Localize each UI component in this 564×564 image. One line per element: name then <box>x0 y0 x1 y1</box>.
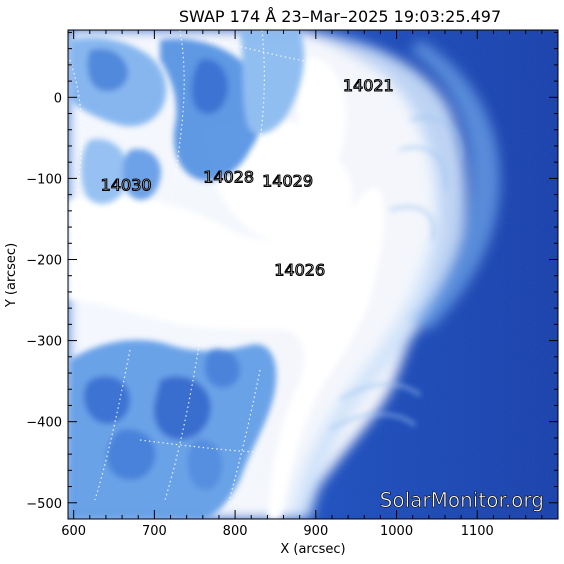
grid-lines <box>69 30 331 506</box>
solar-image <box>68 30 558 519</box>
image-title: SWAP 174 Å 23–Mar–2025 19:03:25.497 <box>179 7 501 26</box>
x-axis-label: X (arcsec) <box>280 542 345 557</box>
x-tick-label: 600 <box>61 524 86 539</box>
y-tick-label: −500 <box>26 497 62 512</box>
active-region-label: 14030 <box>101 176 152 195</box>
active-region-label: 14021 <box>343 76 394 95</box>
y-axis-ticks: 0 −100 −200 −300 −400 −500 <box>26 31 558 512</box>
watermark: SolarMonitor.org <box>380 488 544 512</box>
x-tick-label: 900 <box>303 524 328 539</box>
x-tick-label: 700 <box>142 524 167 539</box>
plot-frame <box>67 29 559 520</box>
x-tick-label: 800 <box>223 524 248 539</box>
y-tick-label: −400 <box>26 416 62 431</box>
active-region-label: 14029 <box>262 172 313 191</box>
x-tick-label: 1100 <box>461 524 494 539</box>
active-region-label: 14028 <box>203 167 254 186</box>
active-region-labels: 14021 14030 14028 14029 14026 <box>100 75 394 280</box>
y-tick-label: −300 <box>26 335 62 350</box>
active-region-label: 14026 <box>274 261 325 280</box>
y-tick-label: −200 <box>26 253 62 268</box>
y-tick-label: −100 <box>26 172 62 187</box>
y-tick-label: 0 <box>54 91 62 106</box>
y-axis-label: Y (arcsec) <box>4 243 19 308</box>
x-tick-label: 1000 <box>380 524 413 539</box>
x-axis-ticks: 600 700 800 900 1000 1100 <box>61 30 543 539</box>
